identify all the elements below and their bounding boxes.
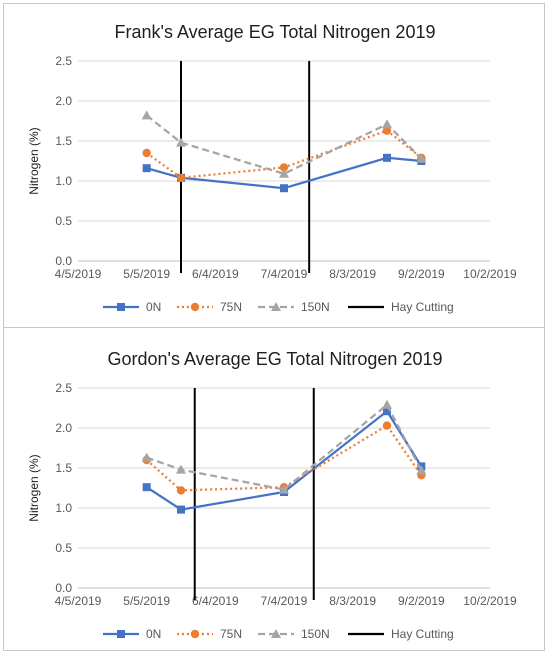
legend-marker: [190, 302, 200, 312]
legend-marker: [271, 629, 281, 638]
legend-label: 150N: [301, 627, 330, 641]
data-point: [382, 399, 392, 409]
legend-marker: [190, 629, 200, 639]
x-tick-label: 10/2/2019: [463, 594, 517, 608]
x-tick-label: 9/2/2019: [398, 594, 445, 608]
y-tick-label: 0.0: [55, 581, 72, 595]
data-point: [176, 173, 186, 182]
data-point: [280, 184, 288, 193]
y-tick-label: 0.5: [55, 541, 72, 555]
series-line-150n: [146, 403, 423, 491]
x-tick-label: 4/5/2019: [55, 267, 102, 281]
series-line-75n: [145, 424, 423, 492]
x-tick-label: 10/2/2019: [463, 267, 517, 281]
chart-title: Frank's Average EG Total Nitrogen 2019: [115, 22, 436, 42]
data-point: [279, 163, 289, 172]
x-tick-label: 5/5/2019: [123, 267, 170, 281]
legend-label: 0N: [146, 627, 161, 641]
data-point: [279, 484, 289, 494]
panel-divider: [3, 327, 545, 328]
x-tick-label: 4/5/2019: [55, 594, 102, 608]
legend-label: 75N: [220, 300, 242, 314]
x-tick-label: 9/2/2019: [398, 267, 445, 281]
data-point: [177, 505, 185, 514]
data-point: [176, 464, 186, 474]
legend-label: Hay Cutting: [391, 300, 454, 314]
data-point: [416, 153, 427, 163]
legend-label: 75N: [220, 627, 242, 641]
legend-marker: [117, 303, 125, 311]
legend: 0N 75N 150N Hay Cutting: [103, 300, 454, 314]
chart-gordon: Gordon's Average EG Total Nitrogen 2019 0…: [27, 349, 517, 641]
y-tick-label: 2.0: [55, 421, 72, 435]
y-tick-label: 0.0: [55, 254, 72, 268]
legend-label: Hay Cutting: [391, 627, 454, 641]
y-axis-label: Nitrogen (%): [27, 454, 41, 521]
data-point: [176, 486, 186, 495]
x-tick-label: 6/4/2019: [192, 594, 239, 608]
x-tick-label: 7/4/2019: [261, 594, 308, 608]
data-point: [383, 153, 391, 162]
y-tick-label: 2.5: [55, 381, 72, 395]
x-tick-label: 8/3/2019: [329, 594, 376, 608]
data-point: [141, 452, 152, 462]
y-tick-label: 1.0: [55, 501, 72, 515]
x-tick-label: 8/3/2019: [329, 267, 376, 281]
x-tick-label: 6/4/2019: [192, 267, 239, 281]
y-tick-label: 1.5: [55, 461, 72, 475]
y-tick-label: 1.0: [55, 174, 72, 188]
y-tick-label: 2.0: [55, 94, 72, 108]
y-tick-label: 1.5: [55, 134, 72, 148]
legend-marker: [271, 302, 281, 311]
legend-label: 150N: [301, 300, 330, 314]
data-point: [141, 110, 152, 120]
chart-frank: Frank's Average EG Total Nitrogen 2019 0.…: [27, 22, 517, 314]
data-point: [142, 164, 151, 173]
legend: 0N 75N 150N Hay Cutting: [103, 627, 454, 641]
data-point: [382, 126, 392, 135]
y-axis-label: Nitrogen (%): [27, 127, 41, 194]
data-point: [382, 119, 392, 129]
y-tick-label: 0.5: [55, 214, 72, 228]
data-point: [416, 465, 427, 475]
y-tick-label: 2.5: [55, 54, 72, 68]
chart-title: Gordon's Average EG Total Nitrogen 2019: [108, 349, 443, 369]
series-line-150n: [145, 114, 423, 175]
data-point: [142, 483, 151, 492]
x-tick-label: 5/5/2019: [123, 594, 170, 608]
data-point: [383, 407, 391, 416]
data-point: [142, 148, 151, 158]
data-point: [279, 168, 289, 178]
legend-label: 0N: [146, 300, 161, 314]
data-point: [382, 421, 392, 430]
data-point: [176, 137, 186, 147]
x-tick-label: 7/4/2019: [261, 267, 308, 281]
legend-marker: [117, 630, 125, 638]
